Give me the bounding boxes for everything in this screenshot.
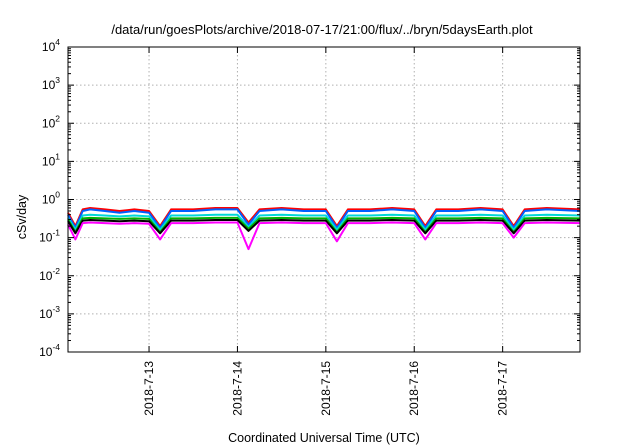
- x-axis-label: Coordinated Universal Time (UTC): [228, 431, 420, 445]
- x-tick-label: 2018-7-15: [319, 361, 333, 416]
- x-tick-label: 2018-7-16: [407, 361, 421, 416]
- x-tick-label: 2018-7-17: [496, 361, 510, 416]
- series-line: [67, 216, 581, 234]
- y-tick-label: 102: [42, 113, 60, 130]
- series-line: [67, 207, 581, 228]
- series-line: [67, 213, 581, 231]
- y-tick-label: 104: [42, 37, 60, 54]
- chart-title: /data/run/goesPlots/archive/2018-07-17/2…: [111, 22, 533, 37]
- series-line: [67, 219, 581, 235]
- x-tick-label: 2018-7-13: [142, 361, 156, 416]
- x-ticks: 2018-7-13 2018-7-14 2018-7-15 2018-7-16 2018…: [142, 47, 510, 416]
- series-group: [67, 207, 581, 251]
- series-line: [67, 208, 581, 229]
- y-tick-label: 101: [42, 151, 60, 168]
- y-axis-label: cSv/day: [15, 194, 29, 239]
- y-tick-label: 100: [42, 190, 60, 207]
- series-line: [67, 221, 581, 251]
- grid: [68, 47, 580, 352]
- x-tick-label: 2018-7-14: [230, 361, 244, 416]
- y-tick-label: 10-4: [39, 342, 60, 359]
- y-tick-label: 10-1: [39, 228, 60, 245]
- y-ticks: 10-4 10-3 10-2 10-1 100 101 102 103 104: [39, 37, 580, 359]
- y-tick-label: 10-2: [39, 266, 60, 283]
- y-tick-label: 10-3: [39, 304, 60, 321]
- y-tick-label: 103: [42, 75, 60, 92]
